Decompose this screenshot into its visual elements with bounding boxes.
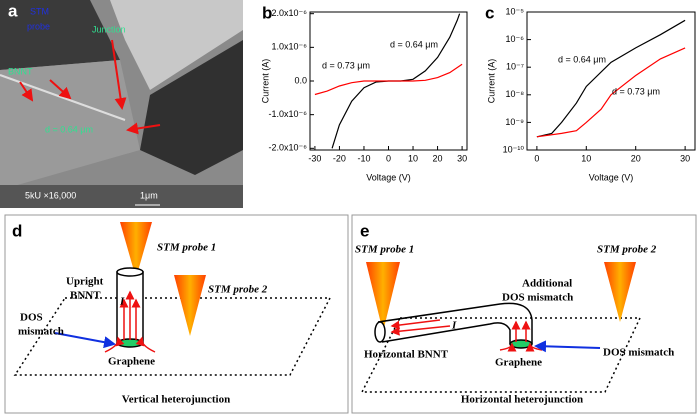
annotation: probe — [27, 21, 50, 31]
scale-label: 1μm — [140, 190, 158, 200]
panel-label: e — [360, 221, 369, 240]
x-axis-label: Voltage (V) — [589, 172, 634, 182]
caption: Vertical heterojunction — [122, 394, 230, 406]
y-tick-label: 1.0x10⁻⁶ — [272, 42, 308, 52]
x-tick-label: 30 — [457, 153, 467, 163]
probe-label: STM probe 2 — [597, 244, 657, 256]
plot-frame — [526, 11, 696, 151]
panel-frame — [351, 214, 697, 414]
y-tick-label: 10⁻⁸ — [505, 89, 524, 99]
dos-label: Additional — [522, 278, 572, 290]
data-line — [314, 63, 463, 96]
dos-label: DOS — [20, 312, 43, 324]
sem-image — [0, 0, 243, 208]
diagram-e — [360, 262, 642, 393]
x-tick-label: -10 — [357, 153, 370, 163]
data-line — [536, 47, 686, 138]
y-tick-label: 10⁻⁷ — [506, 62, 524, 72]
annotation: d = 0.64 μm — [558, 54, 606, 64]
y-tick-label: 0.0 — [294, 75, 307, 85]
x-tick-label: 20 — [433, 153, 443, 163]
panel-frame — [4, 214, 349, 414]
y-tick-label: 10⁻⁵ — [506, 6, 525, 16]
y-axis-label: Current (A) — [486, 59, 496, 104]
data-line — [536, 19, 686, 138]
probe-label: STM probe 2 — [208, 284, 268, 296]
x-tick-label: 10 — [408, 153, 418, 163]
annotation: d = 0.73 μm — [322, 60, 370, 70]
x-tick-label: 0 — [386, 153, 391, 163]
x-tick-label: 0 — [534, 153, 539, 163]
dos-label: DOS mismatch — [603, 347, 674, 359]
panel-label: b — [262, 3, 272, 22]
panel-label: c — [485, 3, 494, 22]
annotation: d = 0.64 μm — [390, 39, 438, 49]
annotation: d = 0.73 μm — [612, 86, 660, 96]
probe-label: STM probe 1 — [157, 242, 216, 254]
probe-label: STM probe 1 — [355, 244, 414, 256]
y-tick-label: 10⁻⁶ — [506, 34, 525, 44]
caption: Horizontal heterojunction — [461, 394, 583, 406]
y-tick-label: -2.0x10⁻⁶ — [269, 143, 308, 153]
x-axis-label: Voltage (V) — [366, 172, 411, 182]
x-tick-label: 20 — [631, 153, 641, 163]
bnnt-label: BNNT — [70, 290, 101, 302]
graphene-label: Graphene — [108, 356, 155, 368]
annotation: Junction — [92, 24, 126, 34]
bnnt-label: Horizontal BNNT — [364, 349, 449, 361]
dos-label: mismatch — [18, 326, 64, 338]
dos-label: DOS mismatch — [502, 292, 573, 304]
x-tick-label: 10 — [581, 153, 591, 163]
y-tick-label: 2.0x10⁻⁶ — [272, 8, 308, 18]
current-label: I — [119, 296, 125, 308]
graphene-label: Graphene — [495, 357, 542, 369]
current-label: I — [451, 320, 457, 332]
panel-label: a — [8, 1, 18, 20]
scale-label: 5kU ×16,000 — [25, 190, 76, 200]
sem-arrows — [19, 39, 161, 135]
bnnt-label: Upright — [66, 276, 104, 288]
y-tick-label: -1.0x10⁻⁶ — [269, 109, 308, 119]
x-tick-label: -30 — [308, 153, 321, 163]
y-tick-label: 10⁻¹⁰ — [503, 144, 525, 154]
x-tick-label: -20 — [333, 153, 346, 163]
y-axis-label: Current (A) — [260, 59, 270, 104]
x-tick-label: 30 — [680, 153, 690, 163]
diagram-d — [13, 222, 332, 376]
annotation: BNNT — [8, 66, 33, 76]
annotation: STM — [30, 6, 49, 16]
y-tick-label: 10⁻⁹ — [505, 117, 524, 127]
panel-label: d — [12, 221, 22, 240]
annotation: d = 0.64 μm — [45, 124, 93, 134]
